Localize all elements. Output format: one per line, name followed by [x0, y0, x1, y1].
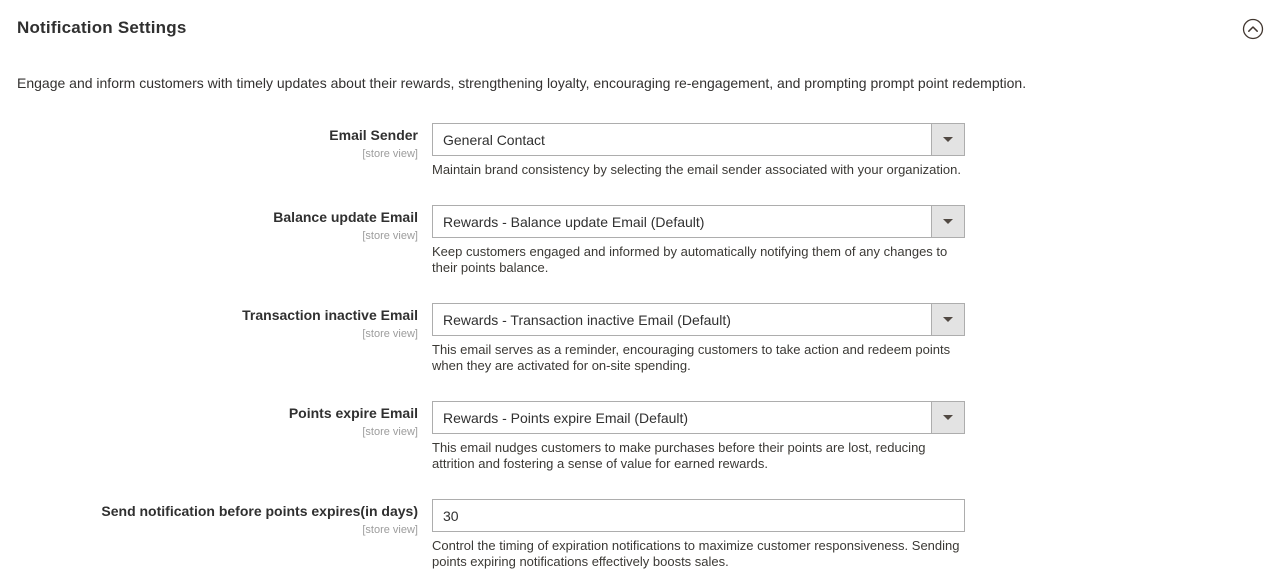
label-column: Transaction inactive Email [store view]	[0, 303, 418, 374]
field-note: Maintain brand consistency by selecting …	[432, 162, 961, 177]
form-row-balance-update-email: Balance update Email [store view] Reward…	[0, 205, 1287, 276]
chevron-down-icon[interactable]	[931, 304, 964, 335]
label-column: Points expire Email [store view]	[0, 401, 418, 472]
field-note: Control the timing of expiration notific…	[432, 538, 960, 569]
field-note: This email nudges customers to make purc…	[432, 440, 926, 471]
triangle-glyph	[943, 415, 953, 420]
field-scope-label: [store view]	[362, 230, 418, 242]
field-note: This email serves as a reminder, encoura…	[432, 342, 951, 373]
chevron-down-icon[interactable]	[931, 124, 964, 155]
panel-header: Notification Settings	[0, 0, 1287, 41]
form-row-points-expire-email: Points expire Email [store view] Rewards…	[0, 401, 1287, 472]
form-row-send-notification-before-points-expires-in-days: Send notification before points expires(…	[0, 499, 1287, 570]
chevron-down-icon[interactable]	[931, 402, 964, 433]
email-sender-select[interactable]: General Contact	[432, 123, 965, 156]
notification-settings-form: Email Sender [store view] General Contac…	[0, 123, 1287, 570]
select-value: Rewards - Points expire Email (Default)	[443, 409, 689, 426]
select-value: General Contact	[443, 131, 545, 148]
points-expire-email-select[interactable]: Rewards - Points expire Email (Default)	[432, 401, 965, 434]
page-title: Notification Settings	[17, 18, 187, 37]
field-scope-label: [store view]	[362, 426, 418, 438]
field-label: Points expire Email	[288, 405, 418, 421]
label-column: Email Sender [store view]	[0, 123, 418, 178]
field-scope-label: [store view]	[362, 524, 418, 536]
transaction-inactive-email-select[interactable]: Rewards - Transaction inactive Email (De…	[432, 303, 965, 336]
collapse-section-button[interactable]	[1242, 18, 1264, 43]
triangle-glyph	[943, 137, 953, 142]
triangle-glyph	[943, 317, 953, 322]
field-column: General Contact Maintain brand consisten…	[432, 123, 965, 178]
field-label: Send notification before points expires(…	[101, 503, 418, 519]
label-column: Send notification before points expires(…	[0, 499, 418, 570]
triangle-glyph	[943, 219, 953, 224]
field-label: Email Sender	[329, 127, 418, 143]
field-scope-label: [store view]	[362, 328, 418, 340]
field-label: Balance update Email	[273, 209, 418, 225]
chevron-down-icon[interactable]	[931, 206, 964, 237]
field-column: Rewards - Balance update Email (Default)…	[432, 205, 965, 276]
field-scope-label: [store view]	[362, 148, 418, 160]
send-notification-before-points-expires-in-days-input[interactable]	[432, 499, 965, 532]
field-label: Transaction inactive Email	[242, 307, 418, 323]
chevron-up-circle-icon	[1242, 18, 1264, 43]
balance-update-email-select[interactable]: Rewards - Balance update Email (Default)	[432, 205, 965, 238]
field-column: Control the timing of expiration notific…	[432, 499, 965, 570]
field-note: Keep customers engaged and informed by a…	[432, 244, 948, 275]
form-row-transaction-inactive-email: Transaction inactive Email [store view] …	[0, 303, 1287, 374]
form-row-email-sender: Email Sender [store view] General Contac…	[0, 123, 1287, 178]
label-column: Balance update Email [store view]	[0, 205, 418, 276]
select-value: Rewards - Balance update Email (Default)	[443, 213, 705, 230]
field-column: Rewards - Points expire Email (Default) …	[432, 401, 965, 472]
section-description: Engage and inform customers with timely …	[17, 75, 1027, 91]
select-value: Rewards - Transaction inactive Email (De…	[443, 311, 731, 328]
field-column: Rewards - Transaction inactive Email (De…	[432, 303, 965, 374]
